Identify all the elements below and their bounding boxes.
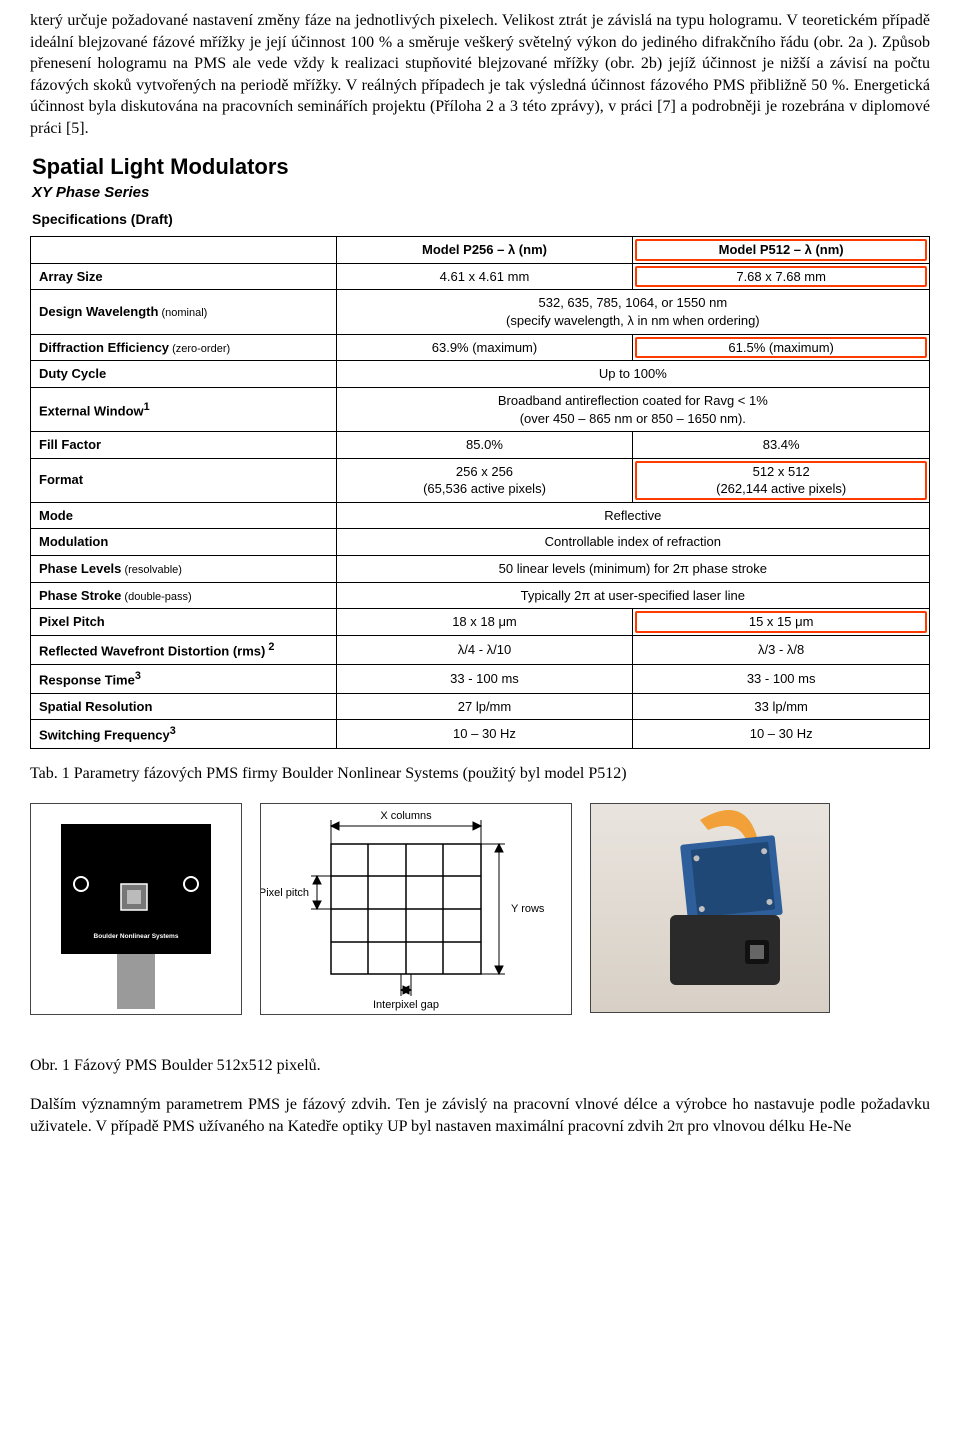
table-row: Duty CycleUp to 100%: [31, 361, 930, 388]
row-label: Phase Levels (resolvable): [31, 555, 337, 582]
table-row: ModeReflective: [31, 502, 930, 529]
pixel-grid-svg: X columns Y rows Pixel pitch Interpixe: [261, 804, 571, 1014]
pixel-grid-figure: X columns Y rows Pixel pitch Interpixe: [260, 803, 572, 1015]
brand-label: Boulder Nonlinear Systems: [94, 933, 179, 940]
figure-caption: Obr. 1 Fázový PMS Boulder 512x512 pixelů…: [30, 1055, 930, 1077]
device-photo-svg: [600, 810, 820, 1005]
x-columns-dim: [331, 820, 481, 844]
merged-value: Reflective: [336, 502, 929, 529]
value-p256: 63.9% (maximum): [336, 334, 633, 361]
row-label: Fill Factor: [31, 432, 337, 459]
highlight-box: [635, 461, 927, 500]
table-row: Design Wavelength (nominal)532, 635, 785…: [31, 290, 930, 334]
row-label: Mode: [31, 502, 337, 529]
table-row: Diffraction Efficiency (zero-order)63.9%…: [31, 334, 930, 361]
spec-draft: Specifications (Draft): [32, 210, 930, 229]
header-blank: [31, 237, 337, 264]
device-photo: [590, 803, 830, 1013]
merged-value: 50 linear levels (minimum) for 2π phase …: [336, 555, 929, 582]
spec-subtitle: XY Phase Series: [32, 183, 930, 203]
merged-value: Controllable index of refraction: [336, 529, 929, 556]
spec-sheet: Spatial Light Modulators XY Phase Series…: [30, 152, 930, 750]
closing-paragraph: Dalším významným parametrem PMS je fázov…: [30, 1094, 930, 1137]
highlight-box: [635, 266, 927, 288]
row-label: Switching Frequency3: [31, 720, 337, 749]
row-label: External Window1: [31, 387, 337, 431]
header-model-p512-text: Model P512 – λ (nm): [719, 242, 844, 257]
hole-right-icon: [184, 877, 198, 891]
value-p256: λ/4 - λ/10: [336, 636, 633, 665]
pcb-stack: [680, 835, 783, 924]
merged-value: 532, 635, 785, 1064, or 1550 nm(specify …: [336, 290, 929, 334]
value-p256: 4.61 x 4.61 mm: [336, 263, 633, 290]
table-row: External Window1Broadband antireflection…: [31, 387, 930, 431]
table-caption: Tab. 1 Parametry fázových PMS firmy Boul…: [30, 763, 930, 785]
grid-cells: [331, 844, 481, 974]
merged-value: Up to 100%: [336, 361, 929, 388]
value-p512: 33 lp/mm: [633, 693, 930, 720]
row-label: Response Time3: [31, 664, 337, 693]
table-row: Phase Levels (resolvable)50 linear level…: [31, 555, 930, 582]
table-row: Fill Factor85.0%83.4%: [31, 432, 930, 459]
value-p256: 18 x 18 μm: [336, 609, 633, 636]
spec-table: Model P256 – λ (nm) Model P512 – λ (nm) …: [30, 236, 930, 749]
value-p256: 33 - 100 ms: [336, 664, 633, 693]
value-p512: λ/3 - λ/8: [633, 636, 930, 665]
table-row: Response Time333 - 100 ms33 - 100 ms: [31, 664, 930, 693]
value-p512: 83.4%: [633, 432, 930, 459]
y-rows-dim: [481, 844, 505, 974]
table-row: Spatial Resolution27 lp/mm33 lp/mm: [31, 693, 930, 720]
pixel-pitch-label: Pixel pitch: [261, 887, 309, 899]
row-label: Array Size: [31, 263, 337, 290]
merged-value: Typically 2π at user-specified laser lin…: [336, 582, 929, 609]
device-figure: Boulder Nonlinear Systems: [30, 803, 242, 1015]
table-row: Reflected Wavefront Distortion (rms) 2λ/…: [31, 636, 930, 665]
hole-left-icon: [74, 877, 88, 891]
row-label: Format: [31, 458, 337, 502]
merged-value: Broadband antireflection coated for Ravg…: [336, 387, 929, 431]
row-label: Phase Stroke (double-pass): [31, 582, 337, 609]
x-columns-label: X columns: [380, 810, 432, 822]
table-header-row: Model P256 – λ (nm) Model P512 – λ (nm): [31, 237, 930, 264]
value-p256: 10 – 30 Hz: [336, 720, 633, 749]
header-model-p512: Model P512 – λ (nm): [633, 237, 930, 264]
table-row: Pixel Pitch18 x 18 μm15 x 15 μm: [31, 609, 930, 636]
value-p512: 61.5% (maximum): [633, 334, 930, 361]
value-p256: 27 lp/mm: [336, 693, 633, 720]
table-row: ModulationControllable index of refracti…: [31, 529, 930, 556]
y-rows-label: Y rows: [511, 903, 545, 915]
highlight-box: [635, 337, 927, 359]
table-row: Switching Frequency310 – 30 Hz10 – 30 Hz: [31, 720, 930, 749]
row-label: Reflected Wavefront Distortion (rms) 2: [31, 636, 337, 665]
row-label: Spatial Resolution: [31, 693, 337, 720]
value-p512: 33 - 100 ms: [633, 664, 930, 693]
row-label: Modulation: [31, 529, 337, 556]
device-svg: Boulder Nonlinear Systems: [31, 804, 241, 1014]
row-label: Design Wavelength (nominal): [31, 290, 337, 334]
figure-row: Boulder Nonlinear Systems X columns: [30, 803, 930, 1015]
chip-inner: [127, 890, 141, 904]
value-p512: 7.68 x 7.68 mm: [633, 263, 930, 290]
value-p512: 15 x 15 μm: [633, 609, 930, 636]
value-p256: 256 x 256(65,536 active pixels): [336, 458, 633, 502]
highlight-box: [635, 611, 927, 633]
lens-icon: [750, 945, 764, 959]
row-label: Duty Cycle: [31, 361, 337, 388]
pixel-pitch-dim: [311, 876, 331, 909]
value-p512: 512 x 512(262,144 active pixels): [633, 458, 930, 502]
intro-paragraph: který určuje požadované nastavení změny …: [30, 10, 930, 140]
spec-title: Spatial Light Modulators: [32, 152, 930, 182]
table-row: Format256 x 256(65,536 active pixels)512…: [31, 458, 930, 502]
row-label: Pixel Pitch: [31, 609, 337, 636]
row-label: Diffraction Efficiency (zero-order): [31, 334, 337, 361]
table-row: Phase Stroke (double-pass)Typically 2π a…: [31, 582, 930, 609]
header-model-p256: Model P256 – λ (nm): [336, 237, 633, 264]
value-p256: 85.0%: [336, 432, 633, 459]
device-stem: [117, 954, 155, 1009]
table-row: Array Size4.61 x 4.61 mm7.68 x 7.68 mm: [31, 263, 930, 290]
value-p512: 10 – 30 Hz: [633, 720, 930, 749]
interpixel-gap-label: Interpixel gap: [373, 999, 439, 1011]
interpixel-gap-dim: [401, 974, 411, 996]
